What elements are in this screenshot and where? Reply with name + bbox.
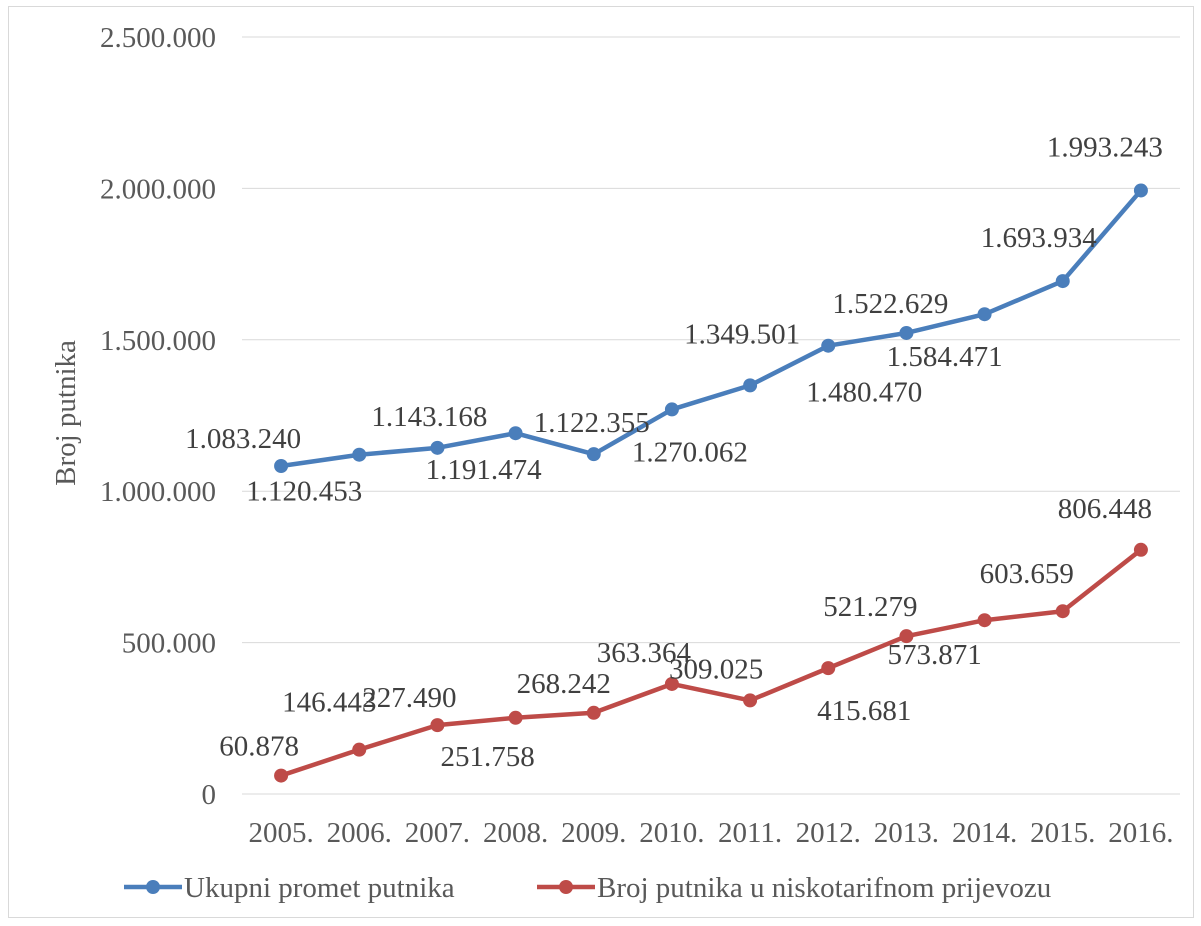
- x-tick-label: 2010.: [639, 817, 704, 849]
- x-tick-label: 2005.: [248, 817, 313, 849]
- data-label: 1.143.168: [371, 401, 487, 433]
- data-point: [508, 710, 523, 725]
- data-label: 363.364: [597, 637, 692, 669]
- data-label: 227.490: [362, 682, 456, 714]
- data-label: 268.242: [517, 668, 611, 700]
- y-tick-label: 1.000.000: [100, 476, 216, 508]
- data-point: [586, 705, 601, 720]
- data-point: [899, 629, 914, 644]
- series-line: [278, 547, 1144, 778]
- data-point: [508, 426, 523, 441]
- data-label: 415.681: [817, 695, 911, 727]
- y-axis-title: Broj putnika: [50, 340, 82, 486]
- data-point: [899, 325, 914, 340]
- data-label: 1.480.470: [806, 377, 922, 409]
- data-label: 146.443: [282, 687, 376, 719]
- data-label: 1.584.471: [887, 341, 1003, 373]
- data-label: 1.270.062: [632, 436, 748, 468]
- x-tick-label: 2007.: [405, 817, 470, 849]
- x-axis-ticks: 2005. 2006. 2007. 2008. 2009. 2010. 2011. 2012.…: [248, 817, 1173, 849]
- data-label: 309.025: [669, 653, 763, 685]
- legend-label: Broj putnika u niskotarifnom prijevozu: [597, 872, 1051, 904]
- data-point: [430, 718, 445, 733]
- y-tick-label: 2.500.000: [100, 22, 216, 54]
- data-point: [743, 378, 758, 393]
- x-tick-label: 2012.: [796, 817, 861, 849]
- data-point: [743, 693, 758, 708]
- x-tick-label: 2013.: [874, 817, 939, 849]
- data-point: [1133, 542, 1148, 557]
- y-tick-label: 500.000: [122, 628, 216, 660]
- chart-area: [8, 6, 1194, 918]
- y-axis-ticks: 0 500.000 1.000.000 1.500.000 2.000.000 2.500…: [100, 22, 216, 811]
- data-label: 806.448: [1058, 493, 1152, 525]
- x-tick-label: 2016.: [1108, 817, 1173, 849]
- data-label: 603.659: [980, 558, 1074, 590]
- gridlines: [242, 36, 1180, 795]
- x-tick-label: 2008.: [483, 817, 548, 849]
- data-label: 1.349.501: [684, 318, 800, 350]
- data-point: [821, 661, 836, 676]
- y-tick-label: 2.000.000: [100, 173, 216, 205]
- data-point: [586, 447, 601, 462]
- data-point: [977, 307, 992, 322]
- series-layer: [274, 183, 1148, 783]
- x-tick-label: 2014.: [952, 817, 1017, 849]
- x-tick-label: 2015.: [1030, 817, 1095, 849]
- data-point: [977, 613, 992, 628]
- data-label: 1.693.934: [981, 222, 1098, 254]
- data-label: 1.191.474: [426, 454, 543, 486]
- legend-marker: [146, 880, 160, 894]
- data-label: 1.122.355: [534, 407, 650, 439]
- data-label: 521.279: [823, 591, 917, 623]
- data-point: [352, 447, 367, 462]
- data-point: [664, 676, 679, 691]
- data-label: 1.120.453: [246, 476, 362, 508]
- y-tick-label: 0: [202, 779, 217, 811]
- legend-label: Ukupni promet putnika: [184, 872, 455, 904]
- data-point: [430, 440, 445, 455]
- data-point: [1055, 604, 1070, 619]
- legend-marker: [559, 880, 573, 894]
- data-point: [821, 338, 836, 353]
- data-label: 1.993.243: [1047, 131, 1163, 163]
- data-label: 1.522.629: [832, 288, 948, 320]
- x-tick-label: 2011.: [718, 817, 782, 849]
- data-labels: 1.083.240 1.120.453 1.143.168 1.191.474 1.12…: [185, 131, 1163, 772]
- data-label: 251.758: [440, 741, 534, 773]
- data-label: 573.871: [887, 639, 981, 671]
- series-line: [278, 188, 1144, 469]
- legend: Ukupni promet putnika Broj putnika u nisk…: [124, 872, 1051, 904]
- data-point: [274, 458, 289, 473]
- data-label: 60.878: [219, 731, 299, 763]
- data-point: [664, 402, 679, 417]
- data-point: [352, 742, 367, 757]
- x-tick-label: 2006.: [327, 817, 392, 849]
- y-tick-label: 1.500.000: [100, 325, 216, 357]
- x-tick-label: 2009.: [561, 817, 626, 849]
- data-point: [1055, 274, 1070, 289]
- data-point: [1133, 183, 1148, 198]
- data-label: 1.083.240: [185, 423, 301, 455]
- data-point: [274, 768, 289, 783]
